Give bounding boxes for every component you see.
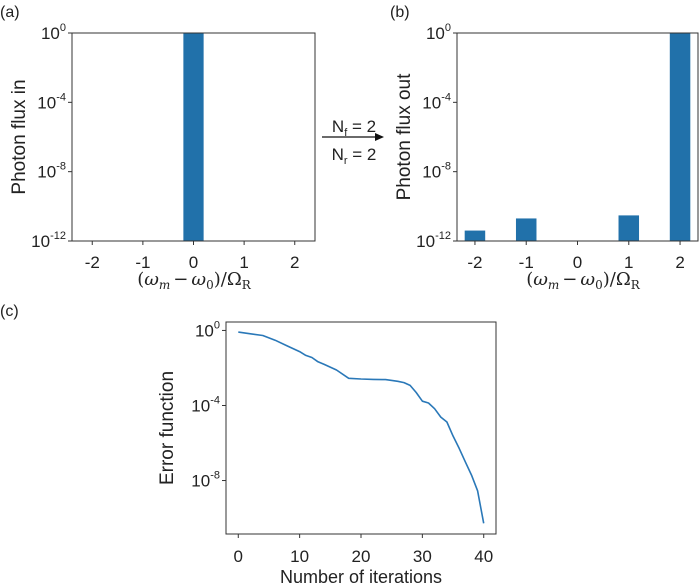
arrow-label-nr: Nr = 2 bbox=[332, 145, 377, 167]
plot-frame-c bbox=[225, 321, 497, 535]
x-axis-label-a: (ωm − ω0)/ΩR bbox=[137, 269, 252, 292]
a-xtick-label: 1 bbox=[239, 253, 248, 272]
b-xtick-label: -1 bbox=[519, 253, 534, 272]
b-bar bbox=[618, 215, 640, 241]
a-xtick-label: 2 bbox=[290, 253, 299, 272]
transform-arrow: Nf = 2 Nr = 2 bbox=[322, 117, 384, 167]
a-ytick-label: 10-4 bbox=[37, 91, 66, 112]
b-xtick-label: 0 bbox=[573, 253, 582, 272]
a-ytick-label: 10-8 bbox=[37, 161, 66, 182]
c-ytick-label: 10-4 bbox=[191, 394, 220, 415]
plot-frame-b bbox=[456, 32, 699, 242]
c-xtick-label: 10 bbox=[290, 547, 309, 566]
y-axis-label-c: Error function bbox=[157, 371, 178, 485]
panel-a: (a) 100 10-4 10-8 10-12 -2 -1 0 1 2 Photon flux… bbox=[0, 4, 316, 292]
a-ytick-label: 10-12 bbox=[31, 230, 66, 251]
b-ytick-label: 10-8 bbox=[422, 161, 451, 182]
x-ticks-b: -2 -1 0 1 2 bbox=[467, 241, 685, 272]
a-xtick-label: 0 bbox=[189, 253, 198, 272]
c-ytick-label: 100 bbox=[195, 319, 220, 340]
a-xtick-label: -2 bbox=[85, 253, 100, 272]
bars-a bbox=[183, 33, 204, 241]
c-xtick-label: 40 bbox=[474, 547, 493, 566]
y-ticks-a: 100 10-4 10-8 10-12 bbox=[31, 22, 72, 251]
b-ytick-label: 100 bbox=[426, 22, 451, 43]
panel-b: (b) 100 10-4 10-8 10-12 -2 -1 0 1 2 Photon flux… bbox=[390, 4, 699, 292]
a-bar bbox=[183, 33, 204, 241]
y-axis-label-a: Photon flux in bbox=[9, 79, 30, 194]
b-bar bbox=[515, 218, 537, 241]
b-bar bbox=[464, 230, 486, 241]
b-ytick-label: 10-4 bbox=[422, 91, 451, 112]
panel-c: (c) 100 10-4 10-8 0 10 20 30 40 Error function… bbox=[0, 303, 497, 587]
b-ytick-label: 10-12 bbox=[416, 230, 451, 251]
a-ytick-label: 100 bbox=[41, 22, 66, 43]
a-xtick-label: -1 bbox=[135, 253, 150, 272]
x-axis-label-b: (ωm − ω0)/ΩR bbox=[526, 269, 641, 292]
error-curve bbox=[238, 331, 485, 524]
panel-label-b: (b) bbox=[390, 4, 410, 21]
arrow-head-icon bbox=[375, 133, 384, 141]
y-ticks-b: 100 10-4 10-8 10-12 bbox=[416, 22, 457, 251]
panel-label-c: (c) bbox=[0, 303, 19, 320]
y-ticks-c: 100 10-4 10-8 bbox=[191, 319, 226, 491]
bars-b bbox=[464, 33, 691, 241]
x-ticks-a: -2 -1 0 1 2 bbox=[85, 241, 299, 272]
b-xtick-label: 1 bbox=[624, 253, 633, 272]
c-xtick-label: 30 bbox=[413, 547, 432, 566]
c-ytick-label: 10-8 bbox=[191, 470, 220, 491]
c-xtick-label: 20 bbox=[352, 547, 371, 566]
b-xtick-label: 2 bbox=[675, 253, 684, 272]
c-xtick-label: 0 bbox=[234, 547, 243, 566]
b-xtick-label: -2 bbox=[467, 253, 482, 272]
panel-label-a: (a) bbox=[0, 4, 20, 21]
x-ticks-c: 0 10 20 30 40 bbox=[234, 534, 493, 566]
arrow-label-nf: Nf = 2 bbox=[332, 117, 376, 139]
y-axis-label-b: Photon flux out bbox=[394, 73, 415, 200]
b-bar bbox=[669, 33, 691, 241]
x-axis-label-c: Number of iterations bbox=[280, 567, 442, 587]
